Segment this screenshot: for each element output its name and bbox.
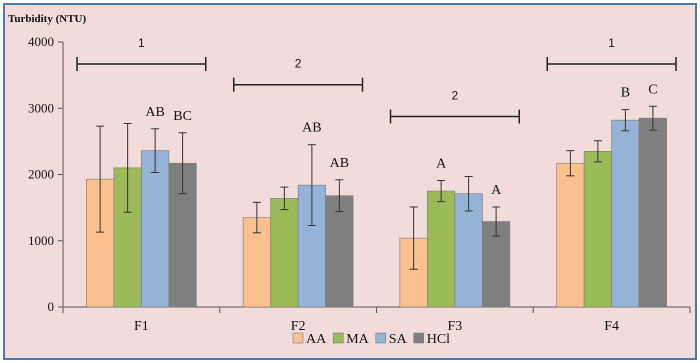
bar [141,150,170,308]
significance-letter: B [621,86,630,101]
bar [611,119,640,308]
y-tick-label: 4000 [28,34,54,49]
bar [427,190,456,308]
x-tick-label: F3 [447,319,462,334]
group-brackets: 1 2 2 1 [76,36,677,124]
chart-frame [3,3,697,360]
legend-entry: SA [389,332,408,347]
y-tick-label: 1000 [28,233,54,248]
legend-entry: HCl [427,332,450,347]
significance-letter: AB [302,121,321,136]
legend-swatch [292,332,304,344]
x-tick-label: F2 [291,319,306,334]
significance-letter: A [491,183,502,198]
significance-letter: A [436,156,447,171]
y-tick-label: 0 [48,299,55,314]
legend-entry: MA [346,332,369,347]
bar [556,162,585,308]
legend-entry: AA [306,332,327,347]
y-tick-label: 3000 [28,100,54,115]
y-tick-label: 2000 [28,167,54,182]
significance-letter: BC [173,109,192,124]
bar [325,195,354,308]
bar [638,117,667,308]
significance-letter: C [648,82,657,97]
group-label: 2 [295,57,302,71]
bar [583,151,612,308]
legend-swatch [413,332,425,344]
chart-title: Turbidity (NTU) [8,13,86,25]
group-label: 1 [608,36,615,50]
x-tick-label: F4 [604,319,619,334]
bar [270,198,299,308]
significance-letter: AB [145,105,164,120]
legend-swatch [332,332,344,344]
group-label: 2 [452,88,459,102]
significance-letter: AB [330,156,349,171]
x-tick-label: F1 [134,319,149,334]
bar [454,193,483,308]
legend: AA MA SA HCl [292,332,450,347]
group-label: 1 [138,36,145,50]
legend-swatch [375,332,387,344]
